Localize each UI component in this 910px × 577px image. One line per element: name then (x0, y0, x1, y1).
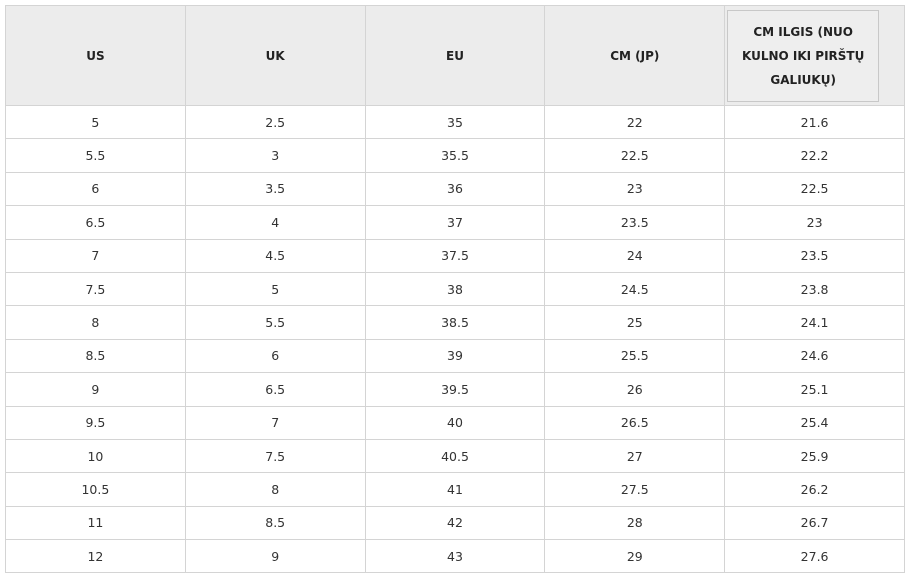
table-row: 8 5.5 38.5 25 24.1 (5, 305, 905, 340)
header-cell: CM (JP) (544, 5, 726, 106)
table-cell: 7 (184, 405, 366, 440)
header-row: US UK EU CM (JP) CM ILGIS (NUO KULNO IKI PIR… (5, 5, 905, 106)
table-cell: 23 (724, 205, 905, 240)
table-body: 5 2.5 35 22 21.6 5.5 3 35.5 22.5 22.2 6 3.5 36 23 22.5… (5, 104, 905, 574)
header-cell: UK (184, 5, 366, 106)
table-row: 10 7.5 40.5 27 25.9 (5, 438, 905, 474)
table-cell: 4.5 (184, 238, 366, 273)
table-cell: 41 (364, 472, 546, 507)
table-cell: 42 (364, 505, 546, 541)
table-row: 11 8.5 42 28 26.7 (5, 505, 905, 541)
table-cell: 39.5 (364, 372, 546, 407)
table-cell: 38 (364, 271, 546, 307)
table-cell: 12 (5, 539, 186, 574)
table-cell: 5 (184, 271, 366, 307)
table-cell: 26.2 (724, 472, 905, 507)
table-cell: 23.8 (724, 271, 905, 307)
table-cell: 9 (5, 372, 186, 407)
table-cell: 23 (544, 171, 726, 207)
table-row: 6 3.5 36 23 22.5 (5, 171, 905, 207)
header-cell: EU (364, 5, 546, 106)
table-cell: 27.5 (544, 472, 726, 507)
table-cell: 36 (364, 171, 546, 207)
table-cell: 39 (364, 338, 546, 374)
table-cell: 24.5 (544, 271, 726, 307)
table-cell: 5.5 (184, 305, 366, 340)
table-header: US UK EU CM (JP) CM ILGIS (NUO KULNO IKI PIR… (5, 5, 905, 106)
header-cell-highlight: CM ILGIS (NUO KULNO IKI PIRŠTŲ GALIUKŲ) (727, 9, 880, 102)
table-row: 9.5 7 40 26.5 25.4 (5, 405, 905, 440)
table-cell: 23.5 (544, 205, 726, 240)
table-cell: 22.5 (724, 171, 905, 207)
table-cell: 8.5 (5, 338, 186, 374)
table-row: 12 9 43 29 27.6 (5, 539, 905, 574)
table-cell: 24 (544, 238, 726, 273)
table-cell: 29 (544, 539, 726, 574)
size-table: US UK EU CM (JP) CM ILGIS (NUO KULNO IKI PIR… (5, 5, 905, 574)
table-cell: 25.5 (544, 338, 726, 374)
table-row: 7.5 5 38 24.5 23.8 (5, 271, 905, 307)
table-cell: 40 (364, 405, 546, 440)
table-cell: 5 (5, 104, 186, 140)
table-row: 10.5 8 41 27.5 26.2 (5, 472, 905, 507)
table-cell: 2.5 (184, 104, 366, 140)
table-row: 6.5 4 37 23.5 23 (5, 205, 905, 240)
table-row: 5 2.5 35 22 21.6 (5, 104, 905, 140)
table-cell: 8.5 (184, 505, 366, 541)
table-cell: 25.1 (724, 372, 905, 407)
table-cell: 25.4 (724, 405, 905, 440)
table-cell: 26 (544, 372, 726, 407)
table-row: 5.5 3 35.5 22.5 22.2 (5, 138, 905, 173)
table-cell: 35.5 (364, 138, 546, 173)
table-cell: 43 (364, 539, 546, 574)
table-cell: 11 (5, 505, 186, 541)
table-cell: 8 (5, 305, 186, 340)
table-cell: 4 (184, 205, 366, 240)
table-cell: 22 (544, 104, 726, 140)
table-cell: 6 (5, 171, 186, 207)
table-cell: 35 (364, 104, 546, 140)
header-cell: US (5, 5, 186, 106)
table-cell: 26.7 (724, 505, 905, 541)
table-cell: 9 (184, 539, 366, 574)
table-cell: 37.5 (364, 238, 546, 273)
table-cell: 3.5 (184, 171, 366, 207)
table-row: 9 6.5 39.5 26 25.1 (5, 372, 905, 407)
table-cell: 25 (544, 305, 726, 340)
table-cell: 6.5 (184, 372, 366, 407)
table-cell: 27 (544, 438, 726, 474)
table-cell: 24.1 (724, 305, 905, 340)
table-cell: 5.5 (5, 138, 186, 173)
header-cell: CM ILGIS (NUO KULNO IKI PIRŠTŲ GALIUKŲ) (724, 5, 905, 106)
table-cell: 3 (184, 138, 366, 173)
table-cell: 10.5 (5, 472, 186, 507)
table-cell: 22.5 (544, 138, 726, 173)
table-cell: 21.6 (724, 104, 905, 140)
table-cell: 27.6 (724, 539, 905, 574)
table-cell: 22.2 (724, 138, 905, 173)
table-cell: 26.5 (544, 405, 726, 440)
table-cell: 28 (544, 505, 726, 541)
table-cell: 6 (184, 338, 366, 374)
table-cell: 37 (364, 205, 546, 240)
table-cell: 9.5 (5, 405, 186, 440)
table-cell: 7.5 (5, 271, 186, 307)
table-cell: 40.5 (364, 438, 546, 474)
table-cell: 25.9 (724, 438, 905, 474)
table-cell: 24.6 (724, 338, 905, 374)
table-cell: 7.5 (184, 438, 366, 474)
table-cell: 7 (5, 238, 186, 273)
table-cell: 38.5 (364, 305, 546, 340)
table-cell: 8 (184, 472, 366, 507)
table-cell: 6.5 (5, 205, 186, 240)
table-row: 8.5 6 39 25.5 24.6 (5, 338, 905, 374)
table-cell: 23.5 (724, 238, 905, 273)
table-cell: 10 (5, 438, 186, 474)
table-row: 7 4.5 37.5 24 23.5 (5, 238, 905, 273)
